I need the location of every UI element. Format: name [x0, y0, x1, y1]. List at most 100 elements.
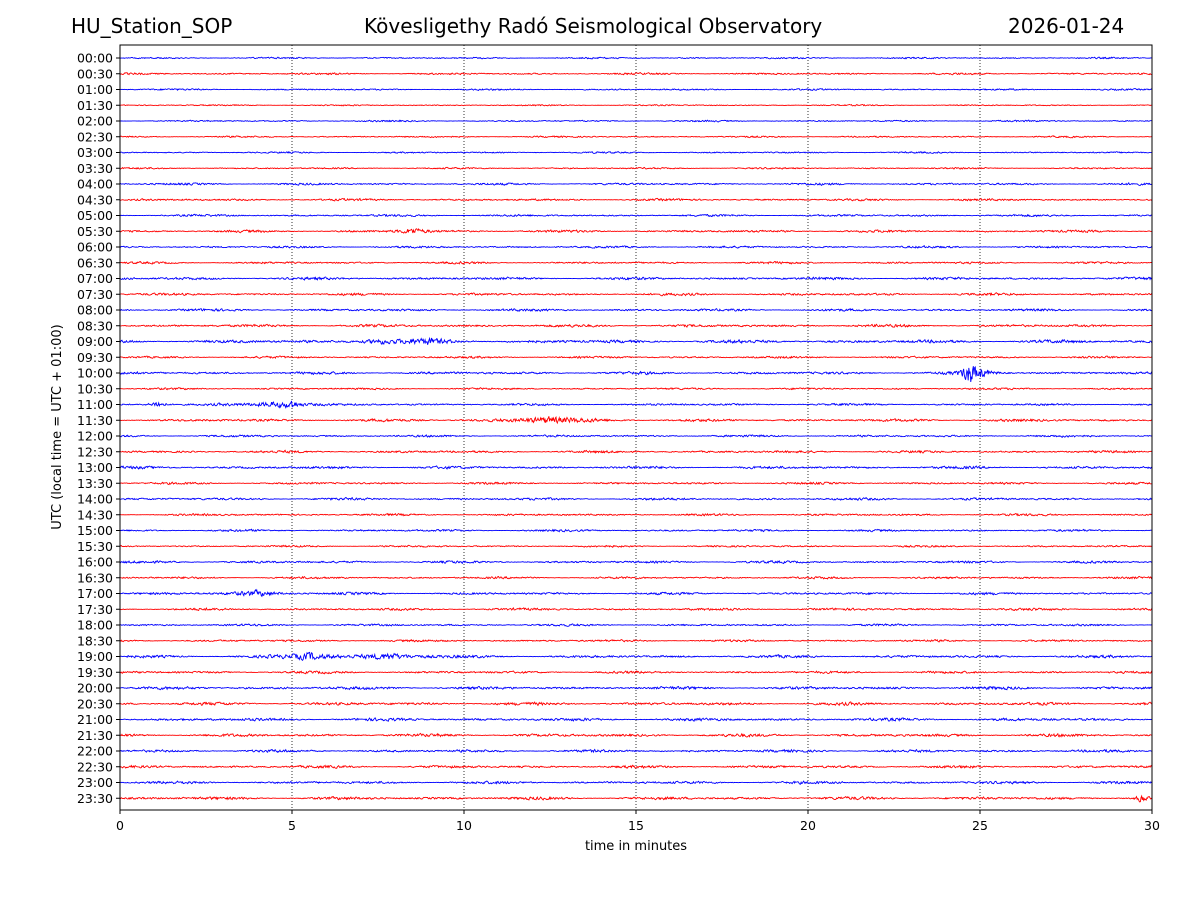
- x-tick-label: 25: [972, 818, 988, 833]
- row-label: 15:30: [77, 539, 113, 554]
- x-tick-label: 0: [116, 818, 124, 833]
- row-label: 18:30: [77, 633, 113, 648]
- trace-1930: [119, 670, 1153, 675]
- row-label: 02:30: [77, 129, 113, 144]
- trace-0100: [119, 88, 1153, 91]
- trace-0830: [119, 323, 1153, 328]
- trace-0000: [119, 56, 1153, 60]
- row-label: 08:30: [77, 318, 113, 333]
- row-label: 11:30: [77, 413, 113, 428]
- trace-1300: [119, 465, 1153, 470]
- row-label: 06:30: [77, 255, 113, 270]
- y-tick-layer: 00:0000:3001:0001:3002:0002:3003:0003:30…: [77, 51, 120, 806]
- row-label: 08:00: [77, 303, 113, 318]
- row-label: 03:30: [77, 161, 113, 176]
- observatory-title: Kövesligethy Radó Seismological Observat…: [364, 14, 823, 38]
- trace-2300: [119, 780, 1153, 785]
- row-label: 16:00: [77, 555, 113, 570]
- trace-0330: [119, 166, 1153, 170]
- trace-1630: [119, 575, 1153, 580]
- trace-0730: [119, 292, 1153, 297]
- row-label: 23:00: [77, 775, 113, 790]
- row-label: 09:30: [77, 350, 113, 365]
- row-label: 19:30: [77, 665, 113, 680]
- row-label: 20:30: [77, 696, 113, 711]
- row-label: 02:00: [77, 114, 113, 129]
- trace-0030: [119, 72, 1153, 76]
- grid-layer: [291, 45, 981, 810]
- row-label: 17:00: [77, 586, 113, 601]
- row-label: 06:00: [77, 240, 113, 255]
- row-label: 07:00: [77, 271, 113, 286]
- row-label: 14:30: [77, 507, 113, 522]
- row-label: 04:00: [77, 177, 113, 192]
- x-tick-label: 15: [628, 818, 644, 833]
- trace-2000: [119, 685, 1153, 691]
- row-label: 01:00: [77, 82, 113, 97]
- trace-0800: [119, 307, 1153, 313]
- row-label: 10:30: [77, 381, 113, 396]
- trace-1430: [119, 512, 1153, 517]
- row-label: 22:00: [77, 744, 113, 759]
- trace-1730: [119, 607, 1153, 612]
- trace-2330: [119, 794, 1153, 803]
- row-label: 17:30: [77, 602, 113, 617]
- x-tick-label: 20: [800, 818, 816, 833]
- trace-1600: [119, 559, 1153, 565]
- y-axis-label: UTC (local time = UTC + 01:00): [50, 324, 65, 529]
- row-label: 01:30: [77, 98, 113, 113]
- row-label: 21:30: [77, 728, 113, 743]
- row-label: 12:00: [77, 429, 113, 444]
- date-title: 2026-01-24: [1008, 14, 1125, 38]
- trace-0530: [119, 227, 1153, 234]
- row-label: 16:30: [77, 570, 113, 585]
- trace-1900: [119, 651, 1153, 662]
- trace-1130: [119, 415, 1153, 425]
- trace-0930: [119, 355, 1153, 360]
- row-label: 23:30: [77, 791, 113, 806]
- row-label: 07:30: [77, 287, 113, 302]
- trace-1830: [119, 638, 1153, 643]
- row-label: 03:00: [77, 145, 113, 160]
- trace-1800: [119, 623, 1153, 627]
- row-label: 00:30: [77, 66, 113, 81]
- trace-1230: [119, 449, 1153, 454]
- trace-0130: [119, 103, 1153, 107]
- row-label: 19:00: [77, 649, 113, 664]
- trace-0400: [119, 182, 1153, 186]
- x-tick-layer: 0 5 10 15 20 25 30: [116, 810, 1160, 833]
- x-axis-label: time in minutes: [585, 839, 687, 854]
- trace-1330: [119, 481, 1153, 486]
- trace-0700: [119, 276, 1153, 281]
- row-label: 05:00: [77, 208, 113, 223]
- trace-1100: [119, 400, 1153, 410]
- trace-0630: [119, 260, 1153, 265]
- trace-1400: [119, 496, 1153, 502]
- row-label: 13:30: [77, 476, 113, 491]
- row-label: 21:00: [77, 712, 113, 727]
- row-label: 10:00: [77, 366, 113, 381]
- row-label: 18:00: [77, 618, 113, 633]
- trace-2200: [119, 748, 1153, 754]
- trace-0600: [119, 245, 1152, 249]
- row-label: 09:00: [77, 334, 113, 349]
- trace-2100: [119, 717, 1153, 722]
- x-tick-label: 5: [288, 818, 296, 833]
- row-label: 22:30: [77, 759, 113, 774]
- row-label: 12:30: [77, 444, 113, 459]
- x-tick-label: 30: [1144, 818, 1160, 833]
- trace-2030: [119, 701, 1153, 707]
- trace-0900: [119, 336, 1153, 346]
- trace-1000: [119, 365, 1153, 382]
- station-title: HU_Station_SOP: [71, 14, 233, 38]
- trace-layer: [119, 56, 1153, 803]
- trace-1500: [119, 528, 1153, 533]
- row-label: 04:30: [77, 192, 113, 207]
- trace-1530: [119, 544, 1153, 549]
- row-label: 11:00: [77, 397, 113, 412]
- trace-0430: [119, 197, 1153, 202]
- trace-0200: [119, 119, 1153, 123]
- trace-1030: [119, 387, 1153, 391]
- row-label: 13:00: [77, 460, 113, 475]
